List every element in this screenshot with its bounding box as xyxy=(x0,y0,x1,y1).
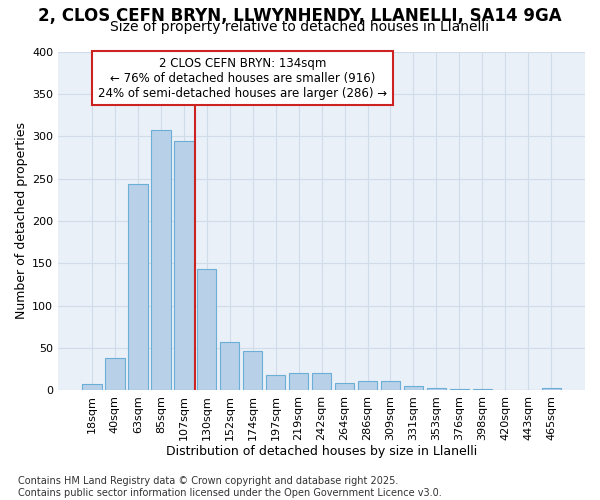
Text: Contains HM Land Registry data © Crown copyright and database right 2025.
Contai: Contains HM Land Registry data © Crown c… xyxy=(18,476,442,498)
Text: 2 CLOS CEFN BRYN: 134sqm
← 76% of detached houses are smaller (916)
24% of semi-: 2 CLOS CEFN BRYN: 134sqm ← 76% of detach… xyxy=(98,56,387,100)
Bar xyxy=(174,142,194,390)
Bar xyxy=(220,342,239,390)
Text: Size of property relative to detached houses in Llanelli: Size of property relative to detached ho… xyxy=(110,20,490,34)
Bar xyxy=(105,358,125,390)
Y-axis label: Number of detached properties: Number of detached properties xyxy=(15,122,28,320)
Bar xyxy=(82,384,101,390)
Bar xyxy=(312,374,331,390)
Bar xyxy=(128,184,148,390)
Bar xyxy=(542,388,561,390)
Bar xyxy=(289,374,308,390)
Bar xyxy=(427,388,446,390)
Bar xyxy=(243,350,262,391)
Bar xyxy=(266,375,286,390)
Text: 2, CLOS CEFN BRYN, LLWYNHENDY, LLANELLI, SA14 9GA: 2, CLOS CEFN BRYN, LLWYNHENDY, LLANELLI,… xyxy=(38,8,562,26)
Bar xyxy=(151,130,170,390)
Bar xyxy=(381,381,400,390)
Bar xyxy=(473,388,492,390)
Bar xyxy=(404,386,423,390)
Bar xyxy=(449,388,469,390)
X-axis label: Distribution of detached houses by size in Llanelli: Distribution of detached houses by size … xyxy=(166,444,477,458)
Bar xyxy=(335,382,355,390)
Bar xyxy=(358,381,377,390)
Bar xyxy=(197,269,217,390)
